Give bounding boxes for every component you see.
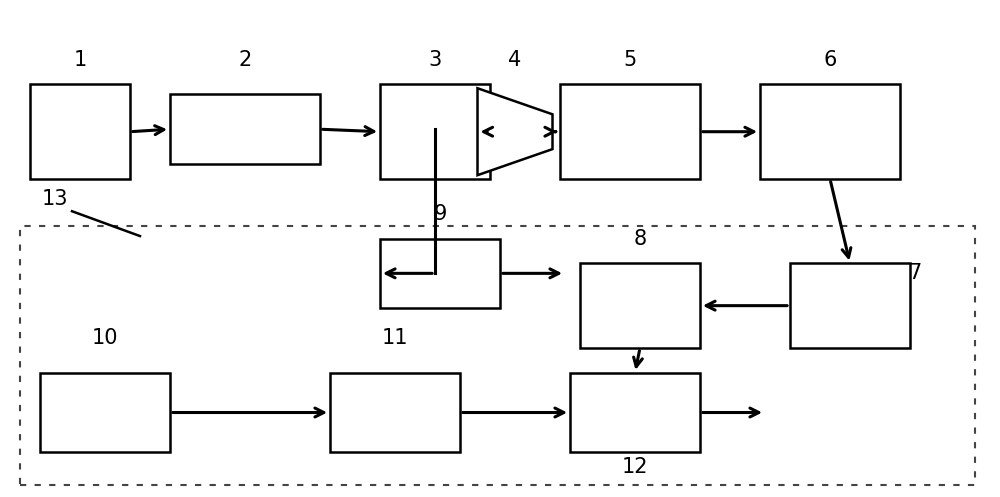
- Bar: [570, 373, 700, 452]
- Text: 6: 6: [823, 50, 837, 70]
- Text: 2: 2: [238, 50, 252, 70]
- Text: 3: 3: [428, 50, 442, 70]
- Text: 11: 11: [382, 328, 408, 348]
- Text: 10: 10: [92, 328, 118, 348]
- Bar: [170, 94, 320, 164]
- Text: 5: 5: [623, 50, 637, 70]
- Bar: [580, 263, 700, 348]
- Bar: [330, 373, 460, 452]
- Bar: [30, 84, 130, 179]
- Bar: [380, 84, 490, 179]
- Polygon shape: [478, 88, 552, 175]
- Bar: [380, 239, 500, 308]
- Text: 1: 1: [73, 50, 87, 70]
- Text: 4: 4: [508, 50, 522, 70]
- Text: 7: 7: [908, 263, 922, 283]
- Text: 8: 8: [633, 229, 647, 248]
- Bar: [760, 84, 900, 179]
- Text: 13: 13: [42, 189, 68, 209]
- Bar: [790, 263, 910, 348]
- Bar: [560, 84, 700, 179]
- Bar: [20, 226, 975, 485]
- Text: 9: 9: [433, 204, 447, 224]
- Bar: [40, 373, 170, 452]
- Text: 12: 12: [622, 457, 648, 477]
